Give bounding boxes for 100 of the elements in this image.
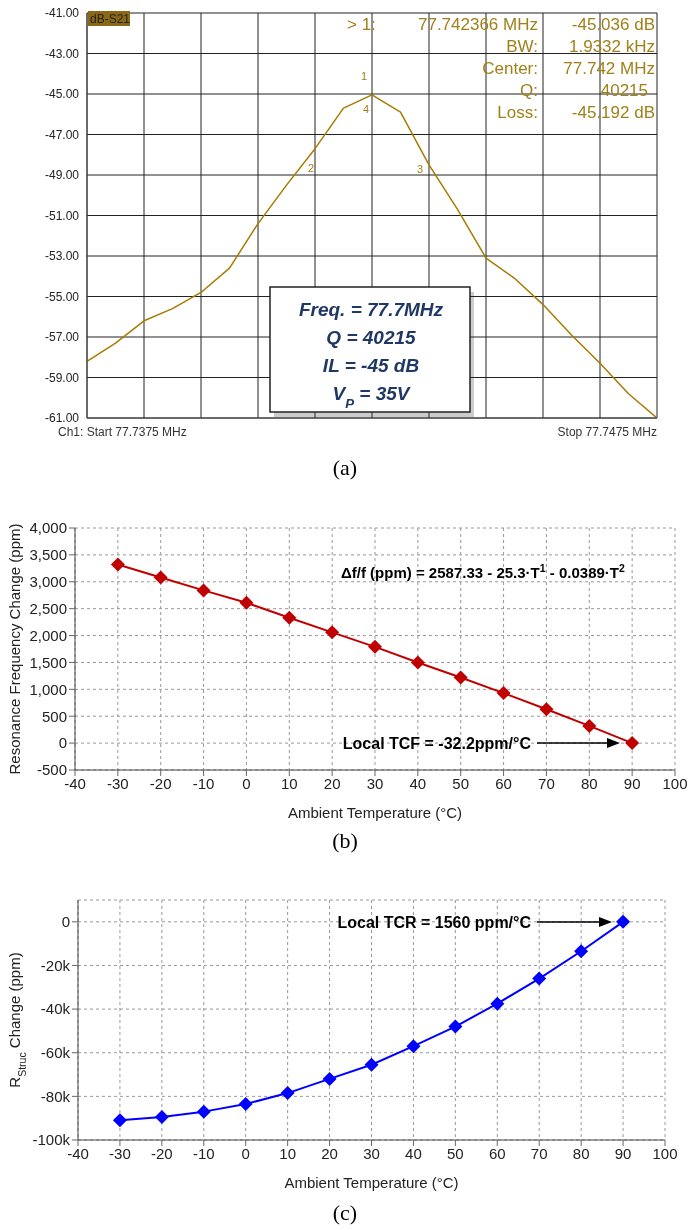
point [453,670,468,685]
point [110,557,125,572]
x-tick-label: 80 [572,1144,590,1162]
y-axis-title: Resonance Frequency Change (ppm) [6,523,23,775]
x-tick-label: 80 [580,774,598,792]
y-tick-label: 1,000 [29,680,67,698]
x-tick-label: -40 [64,774,86,792]
x-tick-label: 50 [452,774,470,792]
x-tick-label: 60 [495,774,512,792]
annotation: Q = 40215 [326,327,417,348]
y-tick-label: -45.00 [44,87,80,102]
x-tick-label: 100 [662,774,688,792]
y-tick-label: -41.00 [44,6,80,21]
y-tick-label: -53.00 [44,249,80,264]
x-tick-label: 90 [623,774,641,792]
annotation: > 1: [347,15,376,34]
point [238,1097,253,1111]
x-tick-label: 70 [530,1144,548,1162]
point [239,595,254,610]
y-tick-label: -40k [40,1000,71,1018]
x-tick-label: -10 [192,774,215,792]
point [154,1110,169,1125]
point [625,736,640,751]
annotation: 1.9332 kHz [569,37,655,56]
x-tick-label: 60 [488,1144,506,1162]
annotation: -45.036 dB [571,15,655,34]
y-tick-label: -500 [36,761,67,779]
point [406,1039,421,1054]
x-tick-label: 10 [279,1144,296,1162]
y-tick-label: -59.00 [44,370,80,385]
point [280,1086,295,1101]
y-tick-label: -60k [40,1044,71,1062]
text: (b) [332,828,358,853]
annotation: 1 [360,70,368,82]
annotation: Δf/f (ppm) = 2587.33 - 25.3·T$^{1}$ - 0.0389·T$^{2}$ [341,562,625,581]
annotation: 4 [362,103,370,115]
annotation: IL = -45 dB [322,355,420,376]
text: Stop 77.7475 MHz [557,425,657,439]
y-tick-label: 4,000 [29,519,67,537]
x-tick-label: -30 [109,1144,131,1162]
y-tick-label: 0 [58,734,67,752]
x-axis-title: Ambient Temperature (°C) [287,804,463,821]
point [616,914,631,929]
x-tick-label: 100 [652,1144,678,1162]
y-tick-label: 0 [61,913,70,931]
x-tick-label: 0 [242,774,251,792]
y-tick-label: 3,500 [29,546,67,564]
y-tick-label: -80k [40,1087,71,1105]
text: (c) [332,1200,358,1225]
annotation: BW: [506,37,538,56]
x-tick-label: 50 [447,1144,464,1162]
point [282,610,297,625]
x-tick-label: 90 [614,1144,632,1162]
x-tick-label: 40 [409,774,427,792]
point [112,1113,127,1128]
point [325,625,340,640]
point [582,718,597,733]
y-tick-label: 2,000 [29,626,67,644]
annotation: 2 [307,162,315,174]
annotation: Center: [482,59,538,78]
annotation: Q: [520,81,538,100]
annotation: V$_{P}$ = 35V [332,383,411,411]
annotation: Loss: [497,103,538,122]
y-tick-label: 2,500 [29,599,67,617]
y-tick-label: -61.00 [44,411,80,426]
x-axis-title: Ambient Temperature (°C) [284,1174,459,1191]
y-tick-label: -55.00 [44,289,80,304]
text: (a) [332,455,358,480]
annotation: Local TCR = 1560 ppm/°C [337,914,532,931]
x-tick-label: 0 [241,1144,250,1162]
annotation: 40215 [600,81,648,100]
point [368,639,382,654]
point [490,996,505,1011]
y-tick-label: 1,500 [29,653,67,671]
annotation: 3 [416,163,424,175]
annotation: Freq. = 77.7MHz [298,299,444,320]
point [196,1104,211,1119]
annotation: 77.742366 MHz [417,15,538,34]
point [496,686,511,701]
x-tick-label: -20 [151,1144,173,1162]
y-tick-label: -20k [40,956,71,974]
x-tick-label: -30 [107,774,129,792]
x-tick-label: 30 [366,774,384,792]
point [322,1071,337,1086]
x-tick-label: 40 [405,1144,422,1162]
x-tick-label: 20 [323,774,341,792]
text: Ch1: Start 77.7375 MHz [58,425,187,439]
annotation: 77.742 MHz [563,59,655,78]
x-tick-label: 30 [363,1144,380,1162]
point [364,1057,379,1072]
point [448,1019,463,1034]
point [410,655,425,670]
y-tick-label: -51.00 [44,208,80,223]
y-tick-label: -47.00 [44,127,80,142]
y-tick-label: -57.00 [44,330,80,345]
x-tick-label: 70 [538,774,555,792]
point [532,971,547,986]
point [196,583,211,598]
x-tick-label: -20 [149,774,172,792]
y-tick-label: -49.00 [44,168,80,183]
